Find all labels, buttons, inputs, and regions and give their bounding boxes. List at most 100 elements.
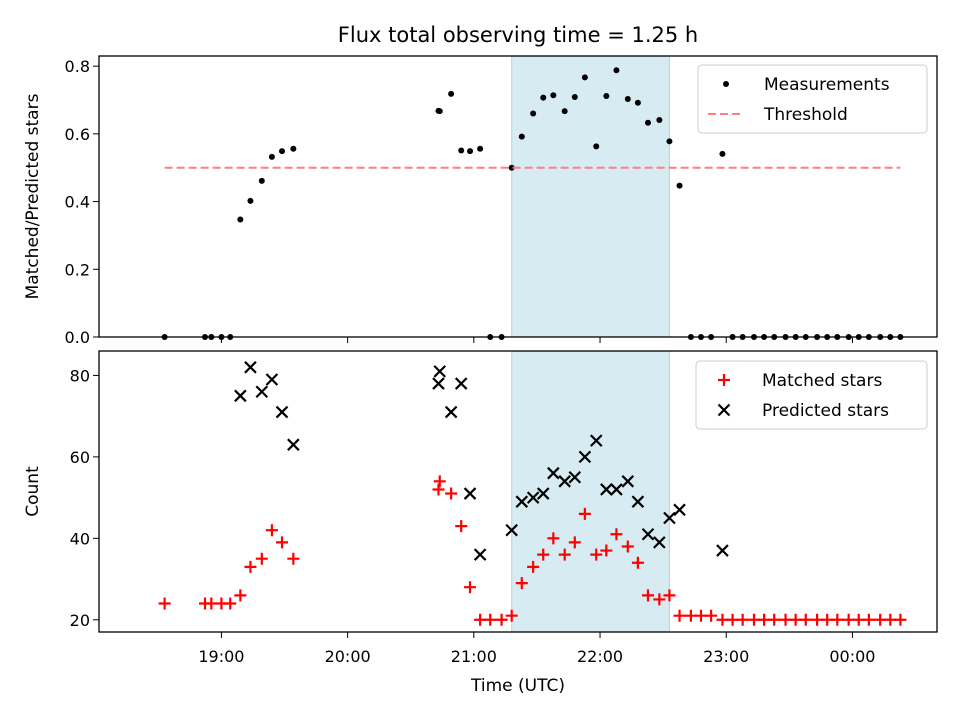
- count-panel: 20 40 60 80 19:00 20:00 21:00 22:00 23:00 00:00 Co…: [23, 350, 938, 666]
- data-point: [634, 99, 641, 106]
- y-tick-label: 80: [70, 366, 90, 385]
- data-point: [624, 95, 631, 102]
- data-point: [610, 528, 623, 541]
- data-point: [884, 613, 897, 626]
- data-point: [530, 110, 537, 117]
- legend-swatch: [718, 374, 730, 386]
- data-point: [568, 470, 582, 484]
- x-tick-label: 19:00: [198, 647, 244, 666]
- data-point: [234, 389, 247, 403]
- data-point: [641, 527, 655, 541]
- data-point: [158, 597, 171, 610]
- data-point: [477, 145, 484, 152]
- data-point: [589, 434, 603, 447]
- chart-title: Flux total observing time = 1.25 h: [338, 23, 698, 47]
- y-axis-label: Count: [23, 466, 43, 517]
- data-point: [663, 589, 676, 602]
- data-point: [799, 613, 812, 626]
- data-point: [621, 540, 634, 553]
- data-point: [719, 150, 726, 157]
- x-axis-label: Time (UTC): [470, 676, 565, 696]
- data-point: [821, 613, 834, 626]
- y-tick-label: 0.2: [65, 260, 90, 279]
- data-point: [515, 577, 528, 590]
- data-point: [275, 405, 289, 419]
- data-point: [779, 613, 792, 626]
- legend-swatch: [723, 81, 729, 87]
- data-point: [581, 74, 588, 81]
- data-point: [433, 365, 447, 378]
- data-point: [631, 495, 645, 508]
- data-point: [831, 613, 844, 626]
- data-point: [571, 93, 578, 100]
- x-tick-label: 00:00: [829, 647, 875, 666]
- data-point: [432, 483, 445, 496]
- data-point: [862, 613, 875, 626]
- legend-swatch: [717, 403, 731, 417]
- axes-frame: [98, 55, 938, 338]
- data-point: [508, 164, 515, 171]
- legend: Matched stars Predicted stars: [695, 360, 928, 430]
- data-point: [621, 475, 635, 488]
- data-point: [527, 560, 540, 573]
- data-point: [444, 405, 458, 419]
- data-point: [578, 507, 591, 520]
- data-point: [600, 544, 613, 557]
- data-point: [467, 148, 474, 155]
- data-point: [610, 483, 623, 496]
- data-point: [894, 613, 907, 626]
- data-point: [558, 548, 571, 561]
- y-axis-label: Matched/Predicted stars: [23, 93, 43, 299]
- data-point: [578, 450, 592, 464]
- data-point: [255, 552, 268, 565]
- data-point: [568, 536, 581, 549]
- data-point: [463, 487, 477, 500]
- data-point: [495, 613, 508, 626]
- data-point: [547, 532, 560, 545]
- y-tick-label: 0.6: [65, 125, 90, 144]
- ratio-panel: 0.0 0.2 0.4 0.6 0.8 Matched/Predicted stars Me…: [23, 55, 938, 347]
- data-point: [663, 511, 676, 525]
- data-point: [278, 148, 285, 155]
- x-tick-label: 22:00: [577, 647, 623, 666]
- data-point: [433, 475, 446, 488]
- data-point: [705, 609, 718, 622]
- data-point: [726, 613, 739, 626]
- data-point: [237, 216, 244, 223]
- data-point: [694, 609, 707, 622]
- legend-label: Matched stars: [762, 371, 882, 391]
- data-point: [874, 613, 887, 626]
- data-point: [673, 609, 686, 622]
- data-point: [536, 487, 550, 500]
- data-point: [716, 613, 729, 626]
- data-point: [540, 94, 547, 101]
- data-point: [789, 613, 802, 626]
- data-point: [613, 67, 620, 74]
- legend-label: Predicted stars: [762, 401, 889, 421]
- data-point: [748, 613, 761, 626]
- legend-box: [695, 360, 928, 430]
- data-point: [455, 520, 468, 533]
- highlight-span: [511, 350, 670, 633]
- data-point: [436, 108, 443, 115]
- data-point: [432, 377, 445, 390]
- data-point: [265, 373, 279, 386]
- data-point: [287, 438, 300, 451]
- data-point: [852, 613, 865, 626]
- data-point: [600, 483, 613, 496]
- data-point: [484, 613, 497, 626]
- data-point: [547, 466, 560, 480]
- data-point: [244, 560, 257, 573]
- data-point: [255, 385, 269, 399]
- y-tick-label: 0.0: [65, 328, 90, 347]
- data-point: [448, 90, 455, 97]
- data-point: [644, 119, 651, 126]
- data-point: [603, 92, 610, 99]
- data-point: [641, 589, 654, 602]
- data-point: [590, 548, 603, 561]
- data-point: [593, 143, 600, 150]
- axes-frame: [98, 350, 938, 633]
- data-point: [290, 145, 297, 152]
- data-point: [518, 133, 525, 140]
